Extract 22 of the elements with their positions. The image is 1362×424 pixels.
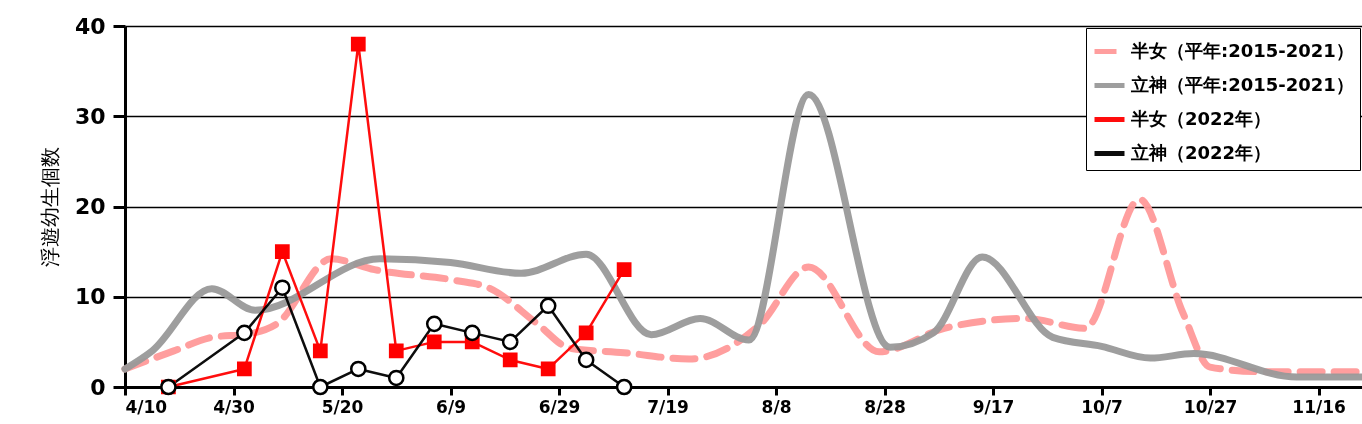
y-tick-label: 30 [74, 103, 106, 129]
x-tick-label: 5/20 [321, 396, 364, 417]
x-tick-label: 4/30 [213, 396, 256, 417]
x-tick-label: 8/28 [864, 396, 906, 417]
x-tick-label: 4/10 [125, 396, 168, 417]
y-tick-label: 0 [90, 374, 106, 400]
y-tick-label: 10 [74, 284, 106, 310]
legend-label: 立神（平年:2015-2021） [1130, 73, 1354, 95]
y-tick-label: 20 [74, 194, 106, 219]
x-tick-label: 9/17 [972, 396, 1015, 417]
legend-label: 立神（2022年） [1130, 141, 1272, 163]
x-tick-label: 7/19 [647, 396, 689, 417]
legend-label: 半女（平年:2015-2021） [1130, 39, 1354, 61]
x-tick-label: 10/27 [1183, 396, 1238, 417]
x-tick-label: 6/9 [436, 396, 466, 417]
y-tick-label: 40 [74, 13, 106, 39]
x-tick-label: 8/8 [761, 396, 792, 417]
x-tick-label: 10/7 [1081, 396, 1123, 417]
x-tick-label: 6/29 [538, 396, 581, 417]
x-tick-label: 11/16 [1292, 396, 1346, 417]
legend-label: 半女（2022年） [1130, 107, 1272, 129]
y-axis-title: 浮遊幼生個数 [37, 147, 62, 267]
